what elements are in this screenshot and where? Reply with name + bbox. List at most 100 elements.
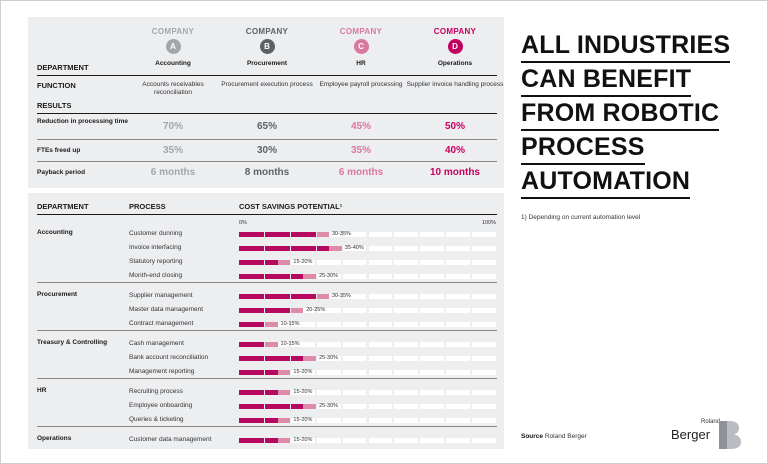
bar-track-segment [446, 342, 471, 347]
savings-bar-track: 15-20% [239, 259, 496, 265]
results-label: RESULTS [37, 101, 72, 110]
bar-track-segment [394, 370, 419, 375]
bar-segment-divider [289, 390, 291, 395]
process-name: Customer data management [129, 436, 212, 443]
bar-track-segment [342, 246, 367, 251]
process-name: Month-end closing [129, 272, 183, 279]
savings-range-label: 30-35% [331, 293, 351, 299]
company-department: Operations [437, 60, 473, 67]
result-value: 40% [444, 145, 465, 156]
savings-range-label: 15-20% [293, 389, 313, 395]
bar-segment-divider [289, 370, 291, 375]
savings-range-label: 10-15% [280, 321, 300, 327]
bar-track-segment [446, 308, 471, 313]
savings-bar-range [277, 260, 291, 265]
bar-track-segment [446, 322, 471, 327]
bar-track-segment [394, 274, 419, 279]
bar-track-segment [446, 260, 471, 265]
department-name: Accounting [37, 229, 73, 236]
bar-track-segment [420, 274, 445, 279]
group-divider [37, 426, 497, 427]
savings-bar-track: 25-30% [239, 403, 496, 409]
result-value: 30% [256, 145, 277, 156]
savings-bar-low [239, 356, 304, 361]
savings-bar-range [303, 356, 317, 361]
group-divider [37, 378, 497, 379]
savings-bar-low [239, 274, 304, 279]
bar-segment-divider [263, 260, 265, 265]
company-department: Accounting [155, 60, 191, 67]
savings-bar-low [239, 370, 278, 375]
bar-track-segment [420, 370, 445, 375]
bar-track-segment [368, 342, 393, 347]
company-function: Procurement execution process [221, 81, 313, 88]
bar-track-segment [290, 370, 315, 375]
savings-bar-track: 30-35% [239, 231, 496, 237]
axis-min-label: 0% [239, 220, 247, 226]
bar-track-segment [472, 274, 496, 279]
savings-bar-range [316, 232, 329, 237]
result-value: 6 months [150, 167, 196, 178]
savings-range-label: 30-35% [331, 231, 351, 237]
process-name: Bank account reconciliation [129, 354, 209, 361]
bar-track-segment [446, 294, 471, 299]
bar-track-segment [446, 356, 471, 361]
company-column: COMPANY C HR [311, 27, 411, 67]
bar-track-segment [368, 322, 393, 327]
bar-track-segment [394, 260, 419, 265]
savings-bar-track: 25-30% [239, 355, 496, 361]
savings-bar-range [277, 418, 291, 423]
department-name: Treasury & Controlling [37, 339, 108, 346]
savings-bar-range [277, 370, 291, 375]
savings-bar-track: 20-25% [239, 307, 496, 313]
company-badge: D [447, 39, 463, 54]
result-value: 45% [350, 121, 371, 132]
bar-track-segment [394, 390, 419, 395]
bar-segment-divider [315, 232, 317, 237]
savings-bar-track: 15-20% [239, 369, 496, 375]
bar-track-segment [420, 246, 445, 251]
bar-track-segment [420, 260, 445, 265]
bar-track-segment [368, 438, 393, 443]
divider [37, 214, 497, 215]
bar-track-segment [316, 322, 341, 327]
bar-track-segment [368, 274, 393, 279]
savings-bar-track: 15-20% [239, 417, 496, 423]
bar-track-segment [472, 390, 496, 395]
bar-track-segment [342, 294, 367, 299]
bar-segment-divider [263, 404, 265, 409]
headline: ALL INDUSTRIES CAN BENEFIT FROM ROBOTIC … [521, 29, 751, 199]
bar-track-segment [342, 438, 367, 443]
bar-track-segment [342, 342, 367, 347]
bar-segment-divider [263, 418, 265, 423]
bar-segment-divider [289, 232, 291, 237]
column-header-process: PROCESS [129, 202, 166, 211]
savings-range-label: 25-30% [319, 273, 339, 279]
bar-track-segment [394, 246, 419, 251]
company-label: COMPANY [433, 27, 477, 36]
bar-track-segment [420, 418, 445, 423]
bar-track-segment [420, 232, 445, 237]
bar-track-segment [316, 418, 341, 423]
savings-bar-track: 35-40% [239, 245, 496, 251]
savings-bar-low [239, 418, 278, 423]
savings-bar-low [239, 342, 265, 347]
result-value: 70% [162, 121, 183, 132]
savings-bar-low [239, 390, 278, 395]
bar-track-segment [472, 356, 496, 361]
bar-track-segment [342, 418, 367, 423]
bar-track-segment [446, 390, 471, 395]
bar-track-segment [394, 356, 419, 361]
bar-track-segment [368, 404, 393, 409]
bar-track-segment [394, 438, 419, 443]
bar-track-segment [446, 438, 471, 443]
headline-line: FROM ROBOTIC [521, 97, 720, 131]
bar-segment-divider [289, 404, 291, 409]
bar-segment-divider [263, 390, 265, 395]
department-name: Procurement [37, 291, 78, 298]
company-badge: C [353, 39, 369, 54]
divider [37, 139, 497, 140]
bar-track-segment [368, 294, 393, 299]
bar-segment-divider [289, 246, 291, 251]
savings-bar-range [316, 294, 329, 299]
